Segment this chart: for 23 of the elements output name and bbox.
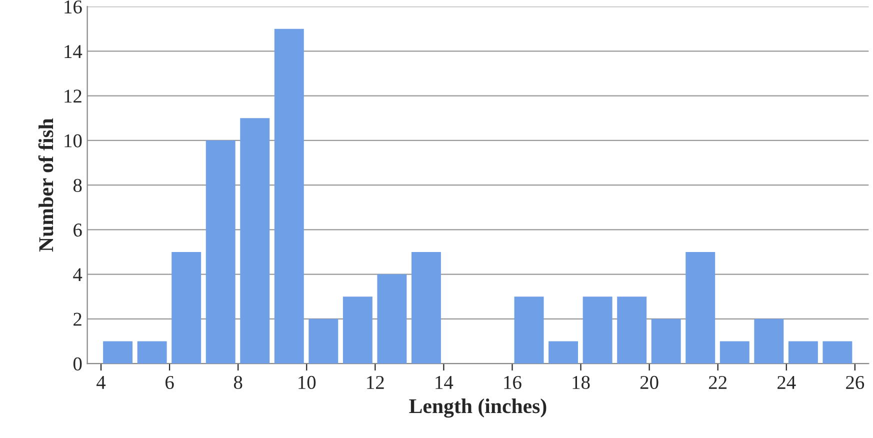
x-tick-label: 20: [640, 376, 658, 390]
y-tick-label: 10: [64, 134, 82, 148]
x-tick-label: 4: [96, 376, 106, 389]
x-tick-label: 22: [708, 376, 726, 389]
x-axis-title: Length (inches): [409, 398, 546, 418]
y-tick-label: 4: [73, 268, 82, 282]
x-tick-label: 24: [778, 376, 796, 389]
y-tick-label: 14: [64, 45, 82, 58]
x-tick-label: 16: [504, 376, 522, 390]
y-axis-title: Number of fish: [38, 118, 54, 252]
y-tick-label: 2: [74, 312, 82, 326]
y-tick-label: 0: [73, 357, 82, 370]
x-tick-label: 14: [436, 376, 454, 389]
x-tick-label: 8: [234, 376, 242, 390]
x-tick-label: 12: [367, 376, 384, 389]
y-tick-label: 16: [64, 0, 82, 14]
x-tick-label: 18: [572, 376, 590, 390]
x-tick-label: 6: [166, 376, 174, 390]
y-tick-label: 8: [73, 178, 82, 192]
x-tick-label: 10: [298, 376, 316, 390]
y-tick-label: 6: [74, 224, 82, 237]
y-tick-label: 12: [64, 90, 82, 103]
x-tick-label: 26: [846, 376, 864, 390]
